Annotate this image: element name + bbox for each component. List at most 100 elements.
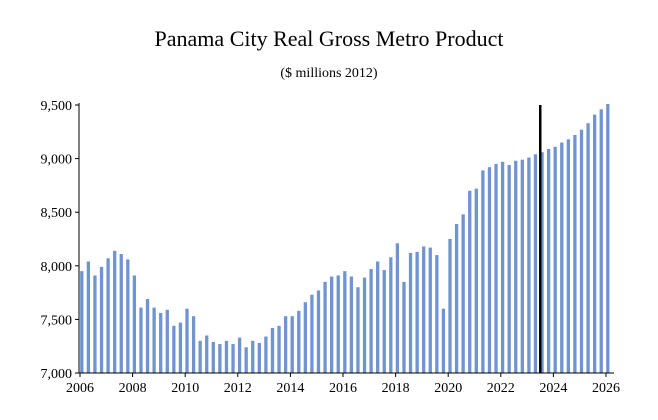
bar-1 <box>86 261 91 373</box>
bar-60 <box>474 188 478 373</box>
bar-22 <box>224 340 229 373</box>
x-tick-label-1: 2008 <box>119 381 147 396</box>
bar-73 <box>560 142 564 373</box>
bar-64 <box>500 161 505 373</box>
bar-52 <box>422 246 426 373</box>
bar-66 <box>514 160 518 373</box>
bar-39 <box>336 275 340 373</box>
bar-57 <box>454 223 459 373</box>
bar-76 <box>579 129 584 373</box>
x-tick-label-10: 2026 <box>592 381 620 396</box>
bar-10 <box>145 299 150 373</box>
bar-72 <box>553 146 557 373</box>
x-tick-label-7: 2020 <box>434 381 462 396</box>
bar-28 <box>264 336 268 373</box>
bar-7 <box>126 259 130 373</box>
x-tick-label-4: 2014 <box>276 381 304 396</box>
chart-title: Panama City Real Gross Metro Product <box>154 26 504 51</box>
bar-20 <box>211 341 215 373</box>
bar-38 <box>330 276 334 373</box>
y-tick-label-2: 8,000 <box>41 260 73 275</box>
bar-68 <box>527 157 531 373</box>
bar-5 <box>113 250 117 373</box>
bar-46 <box>382 270 386 373</box>
bar-80 <box>606 103 610 374</box>
bar-29 <box>270 327 275 373</box>
bar-41 <box>349 276 354 373</box>
bar-53 <box>428 247 432 373</box>
bar-16 <box>185 308 189 373</box>
bar-62 <box>487 167 492 373</box>
bar-4 <box>106 258 110 373</box>
bar-69 <box>533 154 538 373</box>
x-tick-label-3: 2012 <box>224 381 252 396</box>
bar-32 <box>290 316 294 373</box>
bar-27 <box>257 342 261 373</box>
bar-31 <box>283 316 288 373</box>
bar-43 <box>362 277 367 373</box>
bar-2 <box>93 275 97 373</box>
bar-0 <box>80 271 84 373</box>
bar-71 <box>546 148 551 373</box>
bar-17 <box>191 316 196 373</box>
bar-34 <box>303 302 307 373</box>
y-tick-label-1: 7,500 <box>41 313 73 328</box>
bar-13 <box>165 309 169 373</box>
bar-54 <box>435 255 439 373</box>
bar-23 <box>231 344 235 373</box>
bar-75 <box>573 135 577 373</box>
y-tick-label-4: 9,000 <box>41 153 73 168</box>
bar-11 <box>152 307 156 373</box>
bar-19 <box>205 335 209 373</box>
bar-61 <box>481 170 485 373</box>
bar-56 <box>448 239 452 373</box>
bar-77 <box>586 123 590 373</box>
bar-8 <box>132 275 137 373</box>
y-tick-label-0: 7,000 <box>41 367 73 382</box>
x-tick-label-8: 2022 <box>487 381 515 396</box>
bar-24 <box>237 337 242 373</box>
bar-33 <box>297 310 301 373</box>
y-tick-label-3: 8,500 <box>41 206 73 221</box>
bar-26 <box>251 340 255 373</box>
bar-15 <box>178 322 183 373</box>
bar-25 <box>244 347 248 373</box>
bar-21 <box>218 344 222 373</box>
bar-42 <box>356 287 360 373</box>
y-tick-label-5: 9,500 <box>41 99 73 114</box>
bar-37 <box>323 281 327 373</box>
bar-36 <box>316 290 321 373</box>
bar-30 <box>277 325 281 373</box>
x-tick-label-5: 2016 <box>329 381 357 396</box>
bar-55 <box>441 308 446 373</box>
x-tick-label-2: 2010 <box>171 381 199 396</box>
x-tick-label-6: 2018 <box>382 381 410 396</box>
bar-79 <box>599 109 603 373</box>
bar-47 <box>389 257 393 373</box>
bar-12 <box>159 312 163 373</box>
bar-48 <box>395 243 400 373</box>
bar-3 <box>99 266 104 373</box>
bar-14 <box>172 325 176 373</box>
bar-59 <box>468 190 472 373</box>
bar-18 <box>198 340 202 373</box>
bar-9 <box>139 307 143 373</box>
bar-49 <box>402 281 406 373</box>
bar-65 <box>507 165 511 373</box>
x-tick-label-0: 2006 <box>66 381 94 396</box>
bar-45 <box>376 261 380 373</box>
bar-44 <box>369 269 373 373</box>
bar-35 <box>310 294 314 373</box>
bar-6 <box>119 254 123 373</box>
bar-58 <box>461 214 465 373</box>
bar-67 <box>520 159 524 373</box>
bar-63 <box>494 163 498 373</box>
bar-50 <box>408 252 413 373</box>
bar-78 <box>593 114 597 374</box>
x-tick-label-9: 2024 <box>539 381 567 396</box>
chart-subtitle: ($ millions 2012) <box>280 66 378 81</box>
bar-51 <box>415 251 419 373</box>
bar-74 <box>566 139 570 373</box>
